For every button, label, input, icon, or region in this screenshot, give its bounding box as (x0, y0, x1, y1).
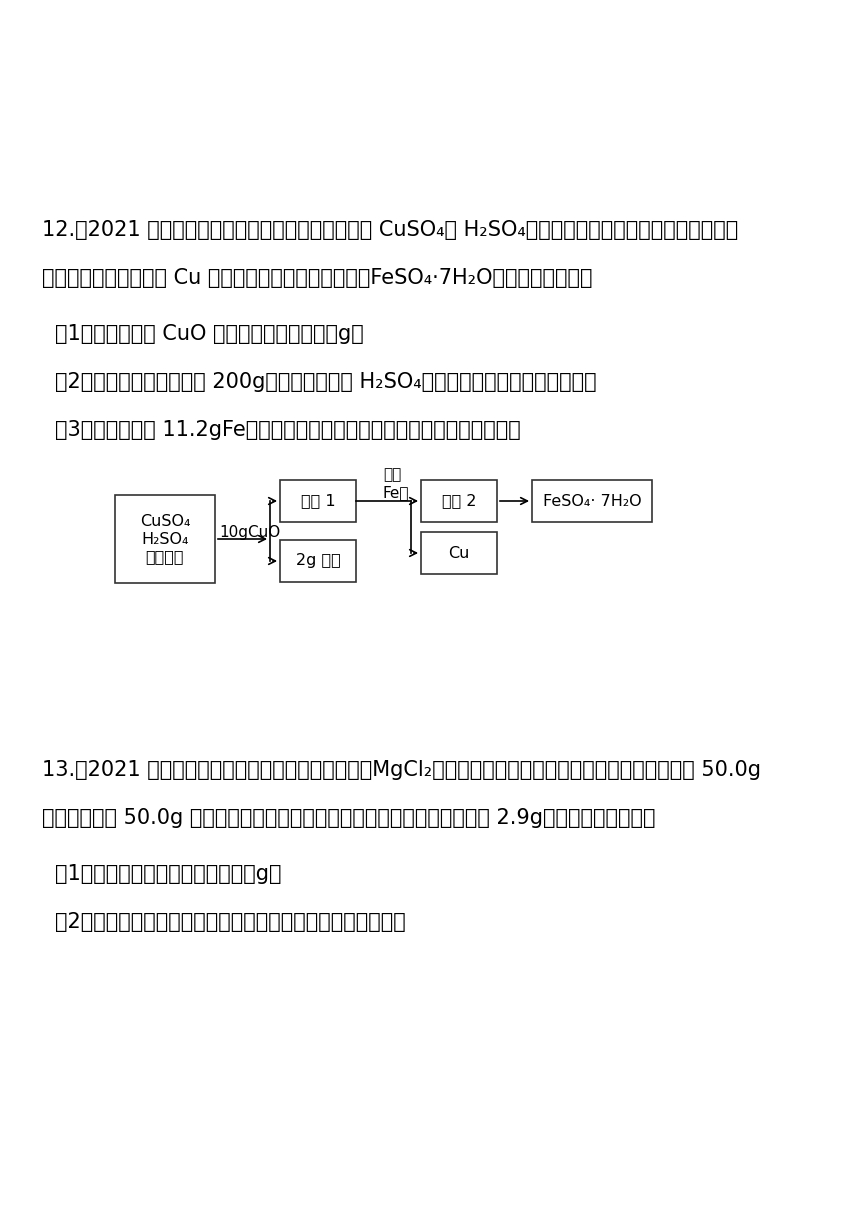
Text: （1）反应后溶液的质量为＿＿＿＿g。: （1）反应后溶液的质量为＿＿＿＿g。 (55, 865, 281, 884)
Text: Fe粉: Fe粉 (383, 485, 409, 500)
Text: 13.（2021 四川广安）某氯化钠溶液中含有氯化镁（MgCl₂），学习小组为测定其中氯化镁的质量分数，在 50.0g: 13.（2021 四川广安）某氯化钠溶液中含有氯化镁（MgCl₂），学习小组为测… (42, 760, 761, 779)
Text: 该溶液中加入 50.0g 氢氧化钠溶液恰好完全反应，经测定生成沉淀的质量为 2.9g。请回答下列问题：: 该溶液中加入 50.0g 氢氧化钠溶液恰好完全反应，经测定生成沉淀的质量为 2.… (42, 807, 655, 828)
Bar (532, 480, 652, 522)
Text: （3）若反应消耗 11.2gFe，求理论上可得到绿矾的质量（写出计算过程）。: （3）若反应消耗 11.2gFe，求理论上可得到绿矾的质量（写出计算过程）。 (55, 420, 521, 440)
Text: 适量: 适量 (383, 467, 402, 482)
Text: 滤液 2: 滤液 2 (442, 494, 476, 508)
Text: 滤液 1: 滤液 1 (301, 494, 335, 508)
Bar (280, 480, 356, 522)
Text: 12.（2021 湖南株洲）某工厂废水经初步处理后可得 CuSO₄和 H₂SO₄的混合溶液，华雪同学设计实验模拟后: 12.（2021 湖南株洲）某工厂废水经初步处理后可得 CuSO₄和 H₂SO₄… (42, 220, 738, 240)
Text: 续处理过程，并得到了 Cu 和另一种重要化工原料绿矾（FeSO₄·7H₂O）。其过程如下：: 续处理过程，并得到了 Cu 和另一种重要化工原料绿矾（FeSO₄·7H₂O）。其… (42, 268, 593, 288)
Text: 10gCuO: 10gCuO (219, 525, 280, 540)
Text: CuSO₄
H₂SO₄
混合溶液: CuSO₄ H₂SO₄ 混合溶液 (139, 514, 190, 564)
Bar (421, 533, 497, 574)
Text: 2g 滤渣: 2g 滤渣 (296, 553, 341, 569)
Text: （2）求原氯化钠溶液中氯化镁的质量分数（写出计算过程）。: （2）求原氯化钠溶液中氯化镁的质量分数（写出计算过程）。 (55, 912, 406, 931)
Bar (421, 480, 497, 522)
Text: （1）参加反应的 CuO 质量为＿＿＿＿＿＿＿g。: （1）参加反应的 CuO 质量为＿＿＿＿＿＿＿g。 (55, 323, 364, 344)
Text: Cu: Cu (448, 546, 470, 561)
Text: （2）若原混合溶液质量为 200g，求混合溶液中 H₂SO₄的质量分数（写出计算过程）。: （2）若原混合溶液质量为 200g，求混合溶液中 H₂SO₄的质量分数（写出计算… (55, 372, 597, 392)
Bar (280, 540, 356, 582)
Text: FeSO₄· 7H₂O: FeSO₄· 7H₂O (543, 494, 642, 508)
Bar (115, 495, 215, 582)
